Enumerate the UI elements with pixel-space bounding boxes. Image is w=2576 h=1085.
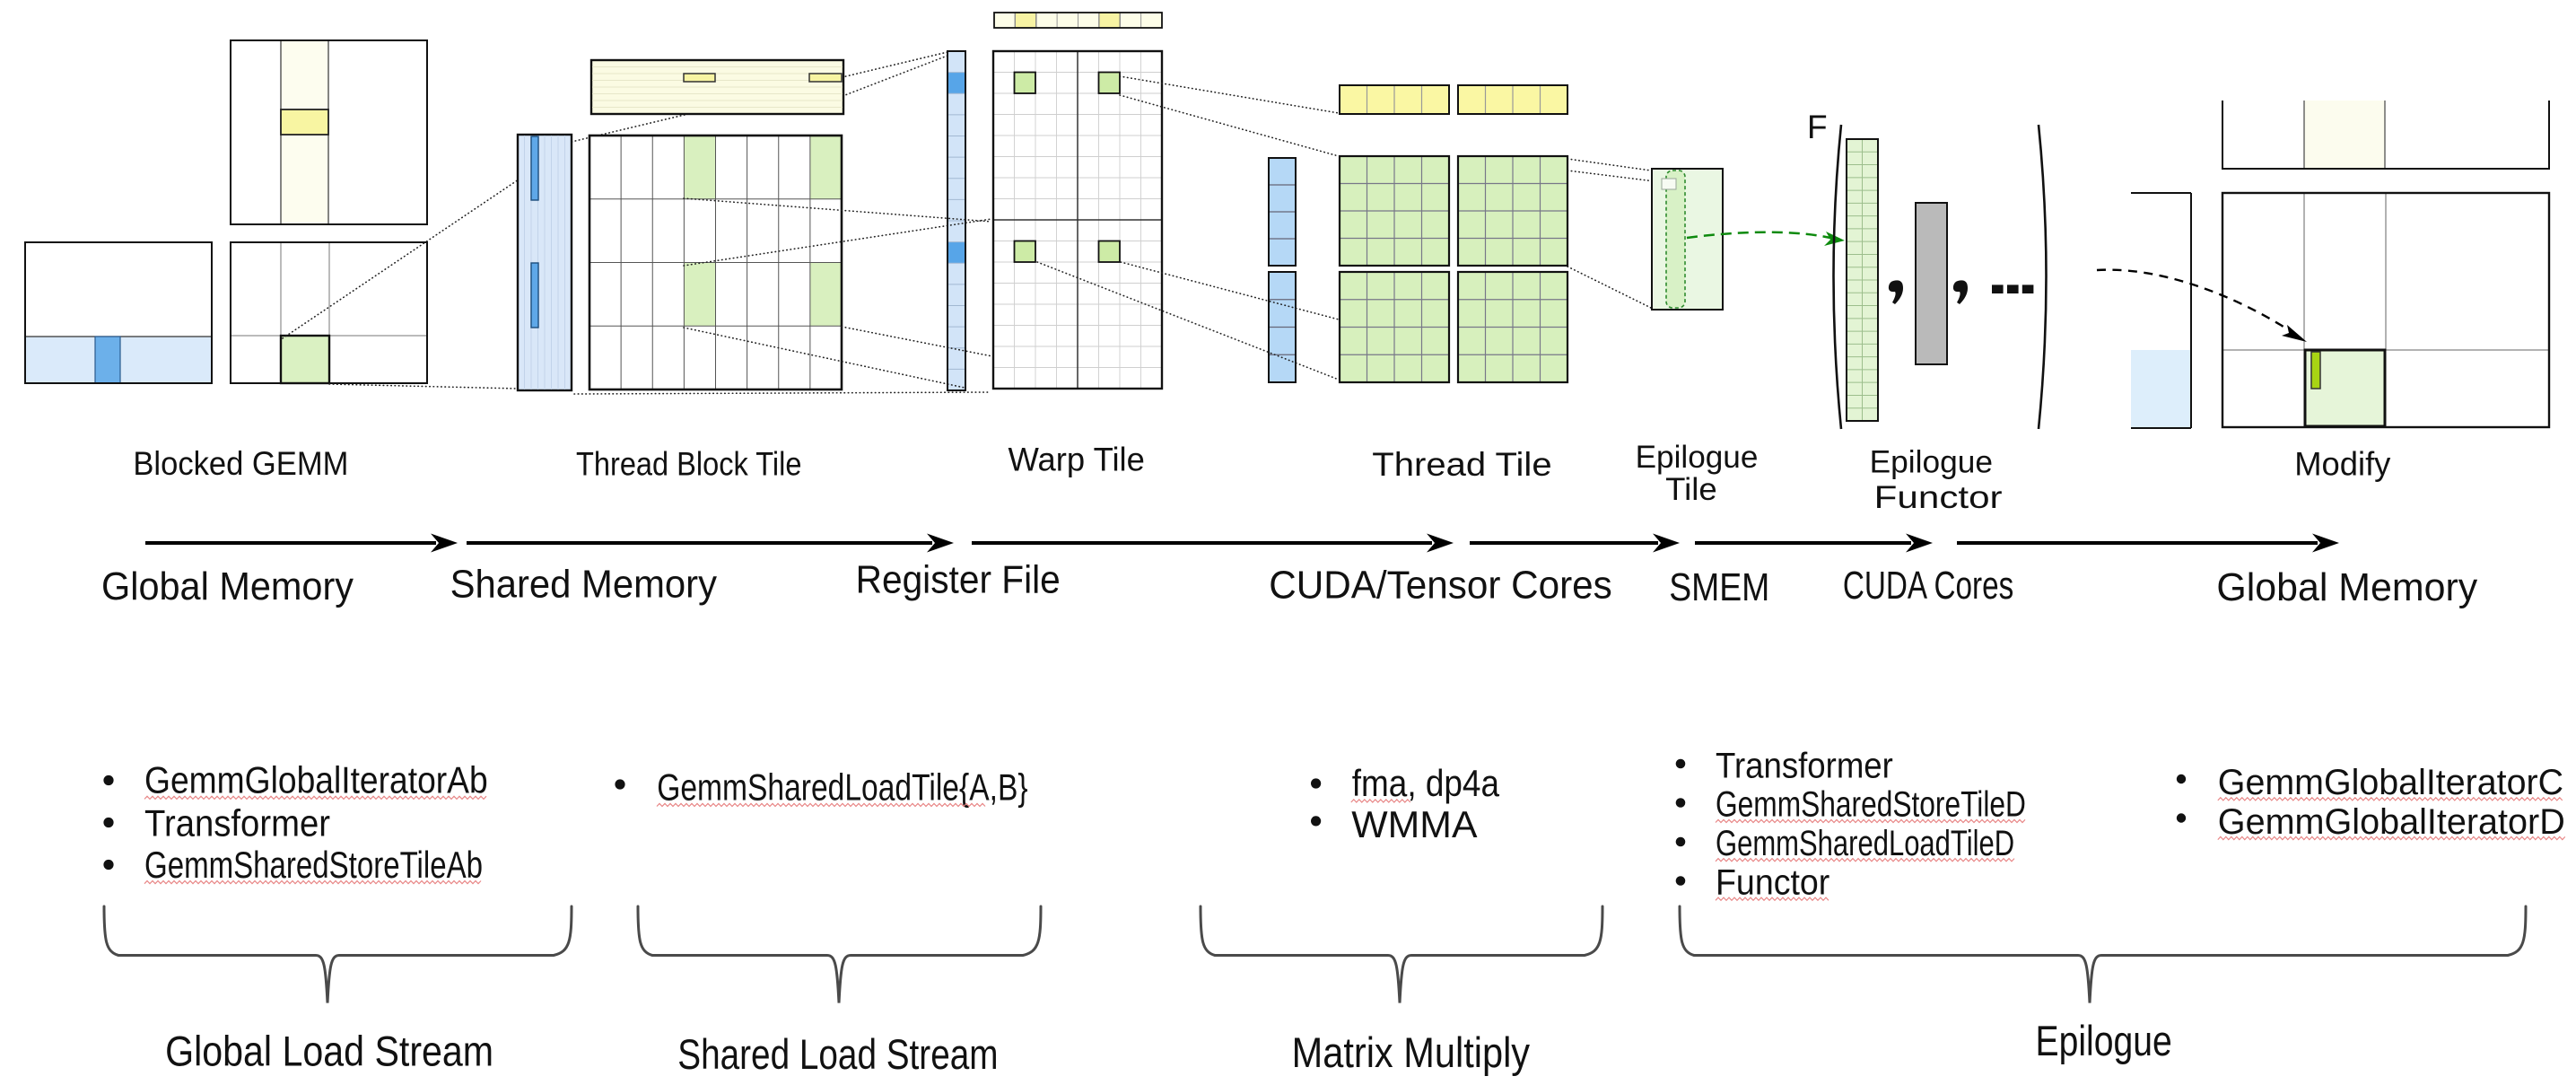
- svg-text:Warp Tile: Warp Tile: [1009, 441, 1145, 477]
- svg-text:Global Memory: Global Memory: [2216, 565, 2477, 609]
- svg-text:Thread Tile: Thread Tile: [1372, 446, 1551, 483]
- svg-text:GemmGlobalIteratorC: GemmGlobalIteratorC: [2218, 763, 2563, 802]
- svg-text:Transformer: Transformer: [1716, 746, 1893, 785]
- svg-text:SMEM: SMEM: [1669, 565, 1769, 609]
- svg-text:Tile: Tile: [1665, 472, 1717, 507]
- svg-text:Thread Block Tile: Thread Block Tile: [576, 446, 802, 483]
- svg-text:Epilogue: Epilogue: [1636, 440, 1759, 475]
- svg-text:fma, dp4a: fma, dp4a: [1352, 762, 1500, 804]
- svg-text:Modify: Modify: [2294, 445, 2391, 482]
- svg-text:GemmSharedStoreTileAb: GemmSharedStoreTileAb: [144, 844, 483, 886]
- svg-text:F: F: [1807, 109, 1828, 145]
- svg-text:GemmGlobalIteratorAb: GemmGlobalIteratorAb: [144, 759, 488, 801]
- svg-text:Epilogue: Epilogue: [2036, 1017, 2172, 1064]
- svg-text:GemmGlobalIteratorD: GemmGlobalIteratorD: [2218, 802, 2565, 842]
- svg-text:Functor: Functor: [1874, 480, 2003, 515]
- svg-text:CUDA/Tensor Cores: CUDA/Tensor Cores: [1269, 563, 1612, 607]
- svg-text:Shared Load Stream: Shared Load Stream: [677, 1030, 998, 1078]
- svg-text:Register File: Register File: [856, 557, 1061, 601]
- svg-text:GemmSharedLoadTile{A,B}: GemmSharedLoadTile{A,B}: [657, 766, 1027, 809]
- svg-text:Shared Memory: Shared Memory: [450, 563, 717, 607]
- svg-text:GemmSharedLoadTileD: GemmSharedLoadTileD: [1716, 824, 2014, 863]
- svg-text:CUDA Cores: CUDA Cores: [1843, 564, 2013, 608]
- svg-text:Functor: Functor: [1716, 863, 1829, 903]
- svg-text:Global Load Stream: Global Load Stream: [165, 1028, 493, 1075]
- svg-text:Blocked GEMM: Blocked GEMM: [133, 445, 348, 482]
- svg-text:Transformer: Transformer: [144, 801, 330, 844]
- svg-text:GemmSharedStoreTileD: GemmSharedStoreTileD: [1716, 785, 2026, 825]
- svg-text:Matrix Multiply: Matrix Multiply: [1292, 1028, 1531, 1076]
- svg-text:Epilogue: Epilogue: [1870, 445, 1993, 480]
- svg-text:Global Memory: Global Memory: [101, 564, 354, 608]
- svg-text:WMMA: WMMA: [1351, 803, 1477, 845]
